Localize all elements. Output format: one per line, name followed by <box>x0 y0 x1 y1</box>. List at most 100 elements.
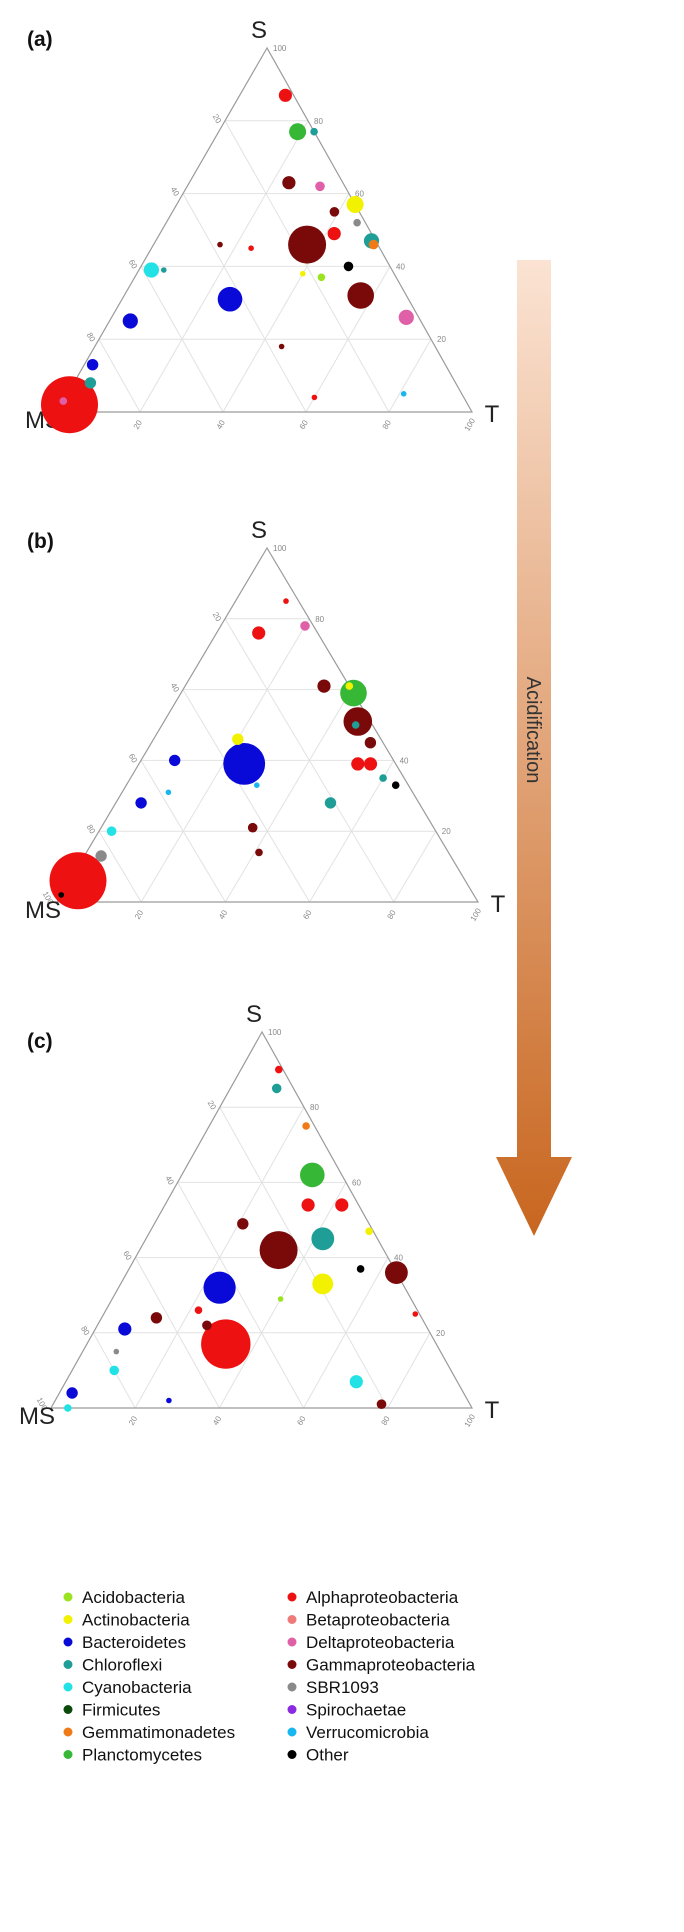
grid-line <box>224 689 352 903</box>
data-point <box>345 682 354 690</box>
tick-label: 20 <box>132 418 145 431</box>
data-point <box>150 1312 163 1324</box>
legend-item: Chloroflexi <box>63 1656 162 1675</box>
tick-label: 100 <box>463 1412 478 1429</box>
vertex-label-right: T <box>485 401 500 428</box>
tick-label: 60 <box>127 752 140 765</box>
vertex-label-left: MS <box>25 897 61 924</box>
legend-item: Acidobacteria <box>63 1588 186 1607</box>
data-point <box>365 1227 373 1236</box>
tick-label: 80 <box>85 823 98 836</box>
legend-marker <box>287 1682 297 1692</box>
data-point <box>118 1322 132 1336</box>
data-point <box>351 721 360 729</box>
data-point <box>106 826 117 836</box>
grid-line <box>177 1182 305 1409</box>
data-point <box>49 852 107 910</box>
legend-label: Gammaproteobacteria <box>306 1656 476 1675</box>
data-point <box>343 261 354 272</box>
data-point <box>300 621 310 631</box>
data-point <box>217 241 223 248</box>
tick-label: 40 <box>169 681 182 694</box>
data-point <box>248 245 254 251</box>
data-point <box>283 598 289 604</box>
data-point <box>122 313 138 329</box>
legend-marker <box>63 1637 73 1647</box>
data-point <box>271 1083 282 1094</box>
data-point <box>86 359 99 371</box>
tick-label: 60 <box>295 1414 308 1427</box>
legend-item: SBR1093 <box>287 1678 379 1697</box>
legend-label: Acidobacteria <box>82 1588 186 1607</box>
grid-line <box>98 830 142 903</box>
legend-label: Firmicutes <box>82 1701 160 1720</box>
data-point <box>300 270 306 277</box>
legend-label: Alphaproteobacteria <box>306 1588 459 1607</box>
legend-label: Gemmatimonadetes <box>82 1723 235 1742</box>
tick-label: 60 <box>352 1178 361 1187</box>
tick-label: 40 <box>215 418 228 431</box>
data-point <box>169 754 181 767</box>
legend-marker <box>287 1705 297 1714</box>
tick-label: 40 <box>394 1254 403 1263</box>
tick-label: 20 <box>211 113 224 126</box>
tick-label: 80 <box>315 615 324 624</box>
legend-marker <box>63 1592 73 1602</box>
arrow-label: Acidification <box>522 677 544 784</box>
tick-label: 40 <box>211 1414 224 1427</box>
grid-line <box>218 1182 347 1409</box>
tick-label: 100 <box>273 44 287 53</box>
data-point <box>277 1296 284 1302</box>
data-point <box>41 376 98 434</box>
data-point <box>203 1271 236 1304</box>
ternary-panels: 20 20 20 40 40 40 60 60 60 80 80 80 100 100 100 (a) S MS T… <box>19 17 506 1430</box>
data-point <box>259 1231 298 1270</box>
data-point <box>59 397 68 405</box>
data-point <box>109 1365 119 1376</box>
legend-marker <box>287 1592 297 1602</box>
data-point <box>66 1387 78 1399</box>
legend-item: Betaproteobacteria <box>287 1611 450 1630</box>
data-point <box>300 1162 325 1188</box>
legend-label: Spirochaetae <box>306 1701 406 1720</box>
data-point <box>379 774 387 782</box>
vertex-label-right: T <box>485 1397 500 1424</box>
data-point <box>143 262 159 278</box>
legend-item: Cyanobacteria <box>63 1678 192 1697</box>
legend-item: Gammaproteobacteria <box>287 1656 476 1675</box>
data-point <box>165 789 172 796</box>
data-point <box>347 282 375 309</box>
tick-label: 20 <box>436 1329 445 1338</box>
data-point <box>376 1399 387 1409</box>
legend-label: Bacteroidetes <box>82 1633 186 1652</box>
arrow-shape <box>496 260 572 1236</box>
tick-label: 60 <box>298 418 311 431</box>
legend-item: Verrucomicrobia <box>287 1723 429 1742</box>
data-point <box>223 743 266 785</box>
legend-item: Other <box>287 1746 349 1765</box>
grid-line <box>182 193 307 413</box>
data-point <box>363 757 378 771</box>
data-point <box>278 343 285 350</box>
grid-line <box>309 760 395 903</box>
tick-label: 80 <box>386 908 399 921</box>
tick-label: 60 <box>121 1249 134 1262</box>
data-point <box>327 227 341 241</box>
grid-line <box>222 193 350 413</box>
legend-marker <box>287 1637 297 1647</box>
tick-label: 40 <box>217 908 230 921</box>
tick-label: 80 <box>310 1103 319 1112</box>
vertex-label-top: S <box>251 517 267 544</box>
data-point <box>301 1198 315 1212</box>
data-point <box>275 1065 283 1074</box>
legend-item: Firmicutes <box>63 1701 160 1720</box>
tick-label: 100 <box>463 416 478 433</box>
tick-label: 100 <box>469 906 484 923</box>
tick-label: 80 <box>380 1414 393 1427</box>
data-point <box>349 1375 363 1389</box>
tick-label: 100 <box>273 544 287 553</box>
tick-label: 40 <box>400 756 409 765</box>
data-point <box>201 1319 251 1369</box>
